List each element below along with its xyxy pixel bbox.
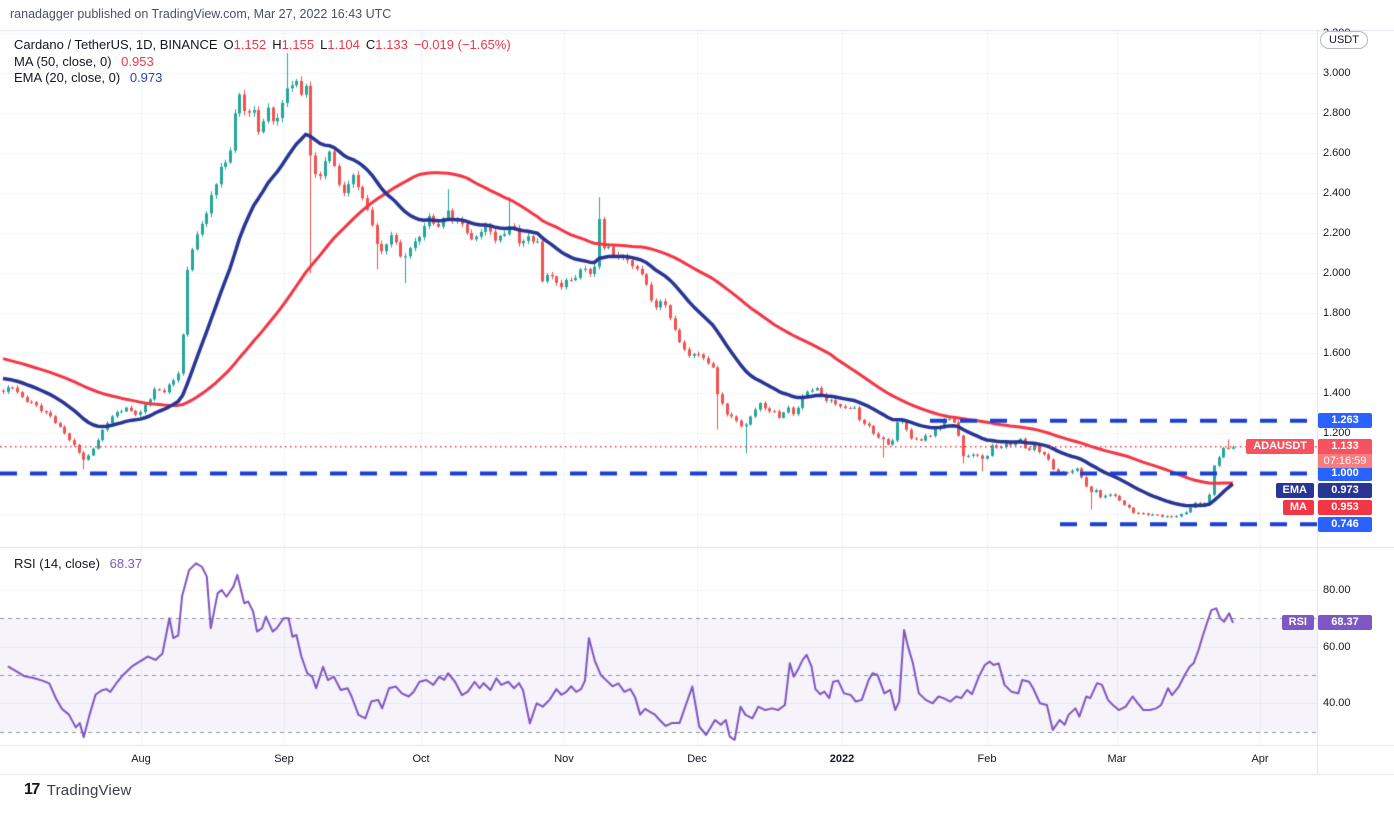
ema-axis-badge-label: EMA [1275,483,1314,498]
price-tick-label: 2.200 [1323,227,1351,240]
chart-legend: Cardano / TetherUS, 1D, BINANCE O1.152 H1.… [14,37,511,87]
last-price-value: 1.133 [1318,439,1372,455]
price-tick-label: 1.800 [1323,307,1351,320]
rsi-label: RSI (14, close) [14,556,100,571]
price-tick-label: 2.400 [1323,187,1351,200]
low-value: 1.104 [327,37,360,52]
symbol-legend-row: Cardano / TetherUS, 1D, BINANCE O1.152 H1.… [14,37,511,54]
time-axis-label-Aug: Aug [131,753,151,765]
time-axis-label-Sep: Sep [274,753,294,765]
open-value: 1.152 [233,37,267,52]
rsi-tick-label: 60.00 [1323,640,1351,653]
time-axis-label-Oct: Oct [412,753,430,765]
time-axis-label-Mar: Mar [1107,753,1127,765]
ma-axis-badge-label: MA [1282,500,1314,515]
open-label: O [223,37,234,52]
close-value: 1.133 [375,37,408,52]
published-byline: ranadagger published on TradingView.com,… [10,7,392,21]
bar-countdown: 07:16:59 [1318,454,1372,469]
time-axis-label-Feb: Feb [977,753,997,765]
high-label: H [272,37,282,52]
last-price-badge: 1.133 07:16:59 [1318,439,1372,469]
ma-legend-row: MA (50, close, 0) 0.953 [14,54,511,71]
price-tick-label: 1.600 [1323,347,1351,360]
high-value: 1.155 [281,37,315,52]
time-axis-label-2022: 2022 [829,753,855,765]
ema-label: EMA (20, close, 0) [14,70,121,85]
rsi-tick-label: 40.00 [1323,697,1351,710]
price-tick-label: 2.800 [1323,107,1351,120]
lower-level-badge: 0.746 [1318,517,1372,532]
support-badge: 1.000 [1318,466,1372,481]
close-label: C [365,37,376,52]
price-tick-label: 2.000 [1323,267,1351,280]
tradingview-attribution[interactable]: 17 TradingView [24,781,132,799]
price-unit-badge: USDT [1320,31,1368,49]
time-axis-label-Dec: Dec [687,753,707,765]
brand-text: TradingView [46,781,132,799]
rsi-axis-badge-label: RSI [1281,615,1314,631]
tradingview-logo-icon: 17 [24,781,40,798]
ma-value: 0.953 [121,53,154,69]
change-value: −0.019 (−1.65%) [413,37,511,52]
price-tick-label: 2.600 [1323,147,1351,160]
ma-axis-badge: 0.953 [1318,500,1372,515]
price-tick-label: 1.200 [1323,427,1351,440]
ema-axis-badge: 0.973 [1318,483,1372,498]
rsi-axis-badge: 68.37 [1318,615,1372,631]
rsi-value: 68.37 [109,556,143,571]
time-axis-label-Apr: Apr [1251,753,1269,765]
low-label: L [320,37,328,52]
rsi-tick-label: 80.00 [1323,583,1351,596]
ema-legend-row: EMA (20, close, 0) 0.973 [14,70,511,87]
rsi-legend-row: RSI (14, close) 68.37 [14,556,142,571]
ema-value: 0.973 [129,70,163,85]
time-axis-label-Nov: Nov [554,753,574,765]
price-tick-label: 1.400 [1323,387,1351,400]
resistance-badge: 1.263 [1318,413,1372,429]
ma-label: MA (50, close, 0) [14,53,112,69]
price-tick-label: 3.000 [1323,67,1351,79]
symbol-axis-label: ADAUSDT [1246,439,1314,455]
symbol-title: Cardano / TetherUS, 1D, BINANCE [14,37,218,52]
